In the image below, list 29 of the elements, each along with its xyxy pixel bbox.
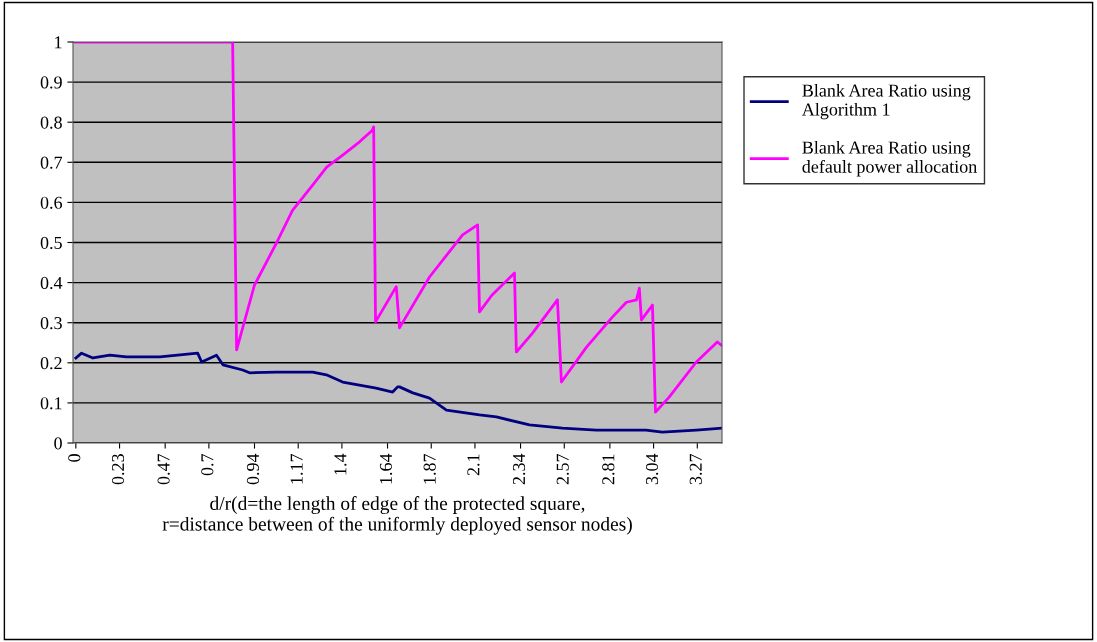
x-tick-label: 0.47 xyxy=(157,453,170,485)
y-tick-label: 0.8 xyxy=(40,116,62,129)
x-tick-label: 0.94 xyxy=(246,453,260,485)
x-tick-label: 2.1 xyxy=(467,454,480,476)
x-tick-label: 3.04 xyxy=(645,453,659,485)
y-tick-label: 0.3 xyxy=(40,316,62,330)
y-tick-label: 1 xyxy=(55,36,62,49)
x-tick-label: 2.81 xyxy=(602,454,615,485)
y-tick-label: 0.1 xyxy=(40,397,62,410)
x-tick-label: 1.87 xyxy=(423,453,436,484)
x-tick-label: 2.34 xyxy=(512,453,526,485)
y-tick-label: 0.4 xyxy=(40,276,63,290)
y-tick-label: 0.5 xyxy=(40,236,62,250)
y-tick-label: 0 xyxy=(54,437,62,450)
legend-label: Blank Area Ratio using Algorithm 1 xyxy=(801,83,971,120)
y-tick-label: 0.2 xyxy=(40,357,62,370)
x-tick-label: 0.7 xyxy=(201,453,214,476)
x-tick-label: 1.4 xyxy=(334,453,347,475)
x-tick-label: 0 xyxy=(68,454,81,462)
x-tick-label: 3.27 xyxy=(689,453,702,485)
y-tick-label: 0.9 xyxy=(40,76,62,89)
x-axis-title: d/r(d=the length of edge of the protected square, r=distance between of the uniformly deployed sensor nodes) xyxy=(162,496,632,535)
legend-label: Blank Area Ratio using default power allocation xyxy=(802,140,977,177)
x-tick-label: 1.64 xyxy=(379,453,393,484)
y-tick-label: 0.7 xyxy=(40,156,63,169)
y-tick-label: 0.6 xyxy=(40,196,63,209)
x-tick-label: 2.57 xyxy=(556,453,569,485)
x-tick-label: 0.23 xyxy=(111,454,125,485)
x-tick-label: 1.17 xyxy=(290,453,303,484)
